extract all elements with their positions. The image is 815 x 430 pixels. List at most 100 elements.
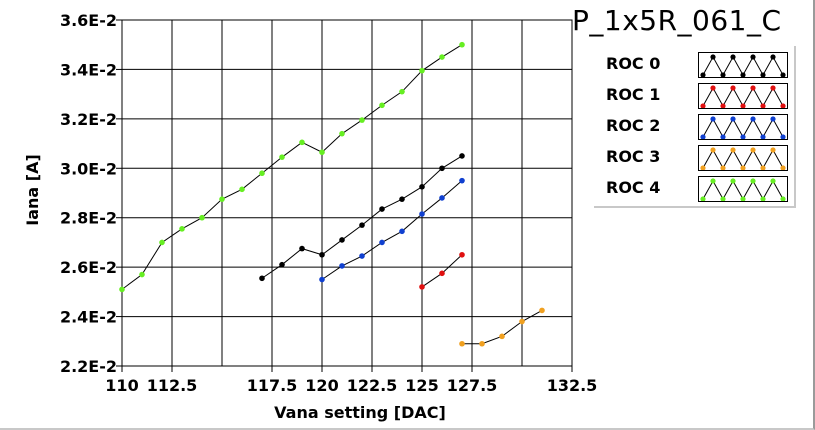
legend-marker	[740, 196, 746, 201]
x-tick-label: 127.5	[447, 376, 498, 395]
data-series	[119, 41, 545, 347]
y-tick-label: 3.0E-2	[60, 159, 117, 178]
legend-marker	[730, 147, 736, 153]
legend-marker	[720, 196, 726, 201]
legend-marker	[710, 116, 716, 122]
data-point	[459, 251, 465, 258]
data-point	[399, 196, 405, 202]
legend-marker	[740, 103, 746, 108]
x-tick-label: 112.5	[147, 376, 198, 395]
chart-title: P_1x5R_061_C	[572, 4, 782, 37]
legend-line	[702, 55, 784, 77]
data-point	[299, 245, 305, 252]
data-point	[219, 196, 225, 202]
legend-marker	[740, 134, 746, 139]
y-tick-label: 2.4E-2	[60, 308, 117, 327]
legend-marker	[780, 165, 786, 170]
legend-label: ROC 1	[606, 85, 661, 104]
data-point	[419, 284, 425, 290]
legend-swatch-roc-3	[698, 145, 788, 171]
legend-marker	[750, 116, 756, 122]
data-point	[119, 286, 125, 293]
legend-marker	[700, 72, 706, 77]
data-point	[359, 222, 365, 228]
legend-line	[702, 179, 784, 201]
legend-item-roc-4: ROC 4	[594, 174, 794, 202]
data-point	[379, 239, 385, 246]
legend-marker	[750, 85, 756, 91]
series-line	[321, 180, 463, 280]
data-point	[439, 270, 445, 277]
legend-marker	[760, 72, 766, 77]
legend-label: ROC 4	[606, 178, 661, 197]
legend-item-roc-0: ROC 0	[594, 50, 794, 78]
y-axis-title: Iana [A]	[23, 154, 42, 226]
legend-marker	[750, 178, 756, 184]
data-point	[239, 186, 245, 193]
legend-label: ROC 3	[606, 147, 661, 166]
legend-marker	[730, 85, 736, 91]
data-point	[459, 340, 465, 347]
y-tick-label: 2.6E-2	[60, 258, 117, 277]
x-tick-label: 122.5	[347, 376, 398, 395]
data-point	[339, 237, 345, 243]
legend-marker	[760, 103, 766, 108]
x-tick-label: 120	[305, 376, 338, 395]
legend-marker	[700, 196, 706, 201]
data-point	[419, 211, 425, 217]
data-point	[359, 253, 365, 259]
x-tick-label: 110	[105, 376, 138, 395]
legend-marker	[780, 196, 786, 201]
legend-marker	[740, 72, 746, 77]
y-tick-label: 2.8E-2	[60, 209, 117, 228]
grid-lines	[122, 20, 572, 366]
series-roc-1	[419, 251, 465, 290]
series-roc-0	[259, 153, 465, 282]
data-point	[359, 117, 365, 123]
series-roc-3	[459, 307, 545, 347]
x-tick-label: 117.5	[247, 376, 298, 395]
legend-marker	[770, 147, 776, 153]
legend-marker	[720, 165, 726, 170]
data-point	[199, 214, 205, 221]
data-point	[479, 340, 485, 347]
data-point	[259, 275, 265, 282]
data-point	[319, 276, 325, 283]
data-point	[319, 149, 325, 156]
legend-swatch-roc-0	[698, 52, 788, 78]
legend-marker	[720, 72, 726, 77]
data-point	[139, 271, 145, 278]
x-axis-title: Vana setting [DAC]	[274, 403, 446, 422]
x-tick-label: 132.5	[547, 376, 598, 395]
series-roc-2	[319, 177, 465, 283]
data-point	[539, 307, 545, 314]
data-point	[439, 165, 445, 172]
legend: ROC 0 ROC 1 ROC 2 ROC 3 ROC 4	[594, 46, 796, 208]
x-tick-label: 125	[405, 376, 438, 395]
data-point	[459, 41, 465, 48]
data-point	[159, 239, 165, 246]
data-point	[319, 251, 325, 258]
legend-marker	[780, 134, 786, 139]
y-tick-label: 2.2E-2	[60, 357, 117, 376]
legend-swatch-roc-2	[698, 114, 788, 140]
data-point	[179, 226, 185, 232]
data-point	[459, 177, 465, 184]
legend-line	[702, 117, 784, 139]
legend-marker	[730, 178, 736, 184]
legend-item-roc-3: ROC 3	[594, 143, 794, 171]
data-point	[279, 261, 285, 268]
legend-marker	[750, 147, 756, 153]
data-point	[299, 139, 305, 146]
legend-marker	[710, 85, 716, 91]
data-point	[379, 102, 385, 109]
legend-marker	[700, 134, 706, 139]
series-roc-4	[119, 41, 465, 293]
legend-marker	[730, 116, 736, 122]
legend-marker	[700, 103, 706, 108]
y-tick-label: 3.6E-2	[60, 11, 117, 30]
legend-marker	[720, 134, 726, 139]
data-point	[379, 206, 385, 212]
